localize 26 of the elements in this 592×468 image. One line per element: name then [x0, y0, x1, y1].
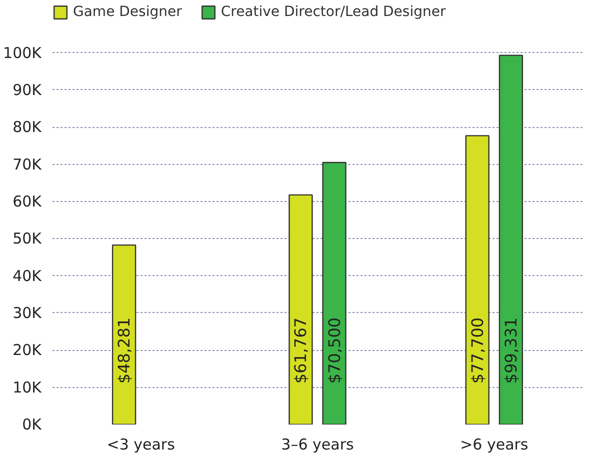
y-tick-label: 80K — [12, 118, 43, 136]
bar — [465, 135, 490, 424]
x-tick-label: <3 years — [106, 436, 176, 454]
data-label: $77,700 — [468, 317, 487, 384]
legend-label: Game Designer — [73, 4, 182, 20]
y-tick-label: 20K — [12, 341, 43, 360]
y-tick-label: 0K — [22, 416, 43, 434]
y-tick-label: 70K — [12, 155, 43, 174]
data-label: $48,281 — [114, 317, 134, 384]
y-tick-label: 50K — [12, 230, 43, 248]
data-label: $61,767 — [291, 317, 310, 384]
x-tick-label: >6 years — [460, 436, 528, 454]
y-tick-label: 10K — [12, 378, 43, 396]
y-tick-label: 30K — [12, 304, 43, 322]
y-tick-label: 100K — [3, 44, 43, 62]
bar — [288, 194, 313, 424]
y-tick-label: 90K — [12, 80, 43, 99]
data-label: $99,331 — [501, 317, 520, 384]
data-label: $70,500 — [324, 317, 344, 384]
legend-label: Creative Director/Lead Designer — [220, 4, 446, 20]
y-tick-label: 60K — [12, 192, 43, 210]
x-tick-label: 3–6 years — [281, 436, 354, 454]
y-tick-label: 40K — [12, 266, 43, 285]
bar — [322, 162, 346, 424]
bar — [112, 244, 136, 424]
bar — [498, 54, 524, 424]
